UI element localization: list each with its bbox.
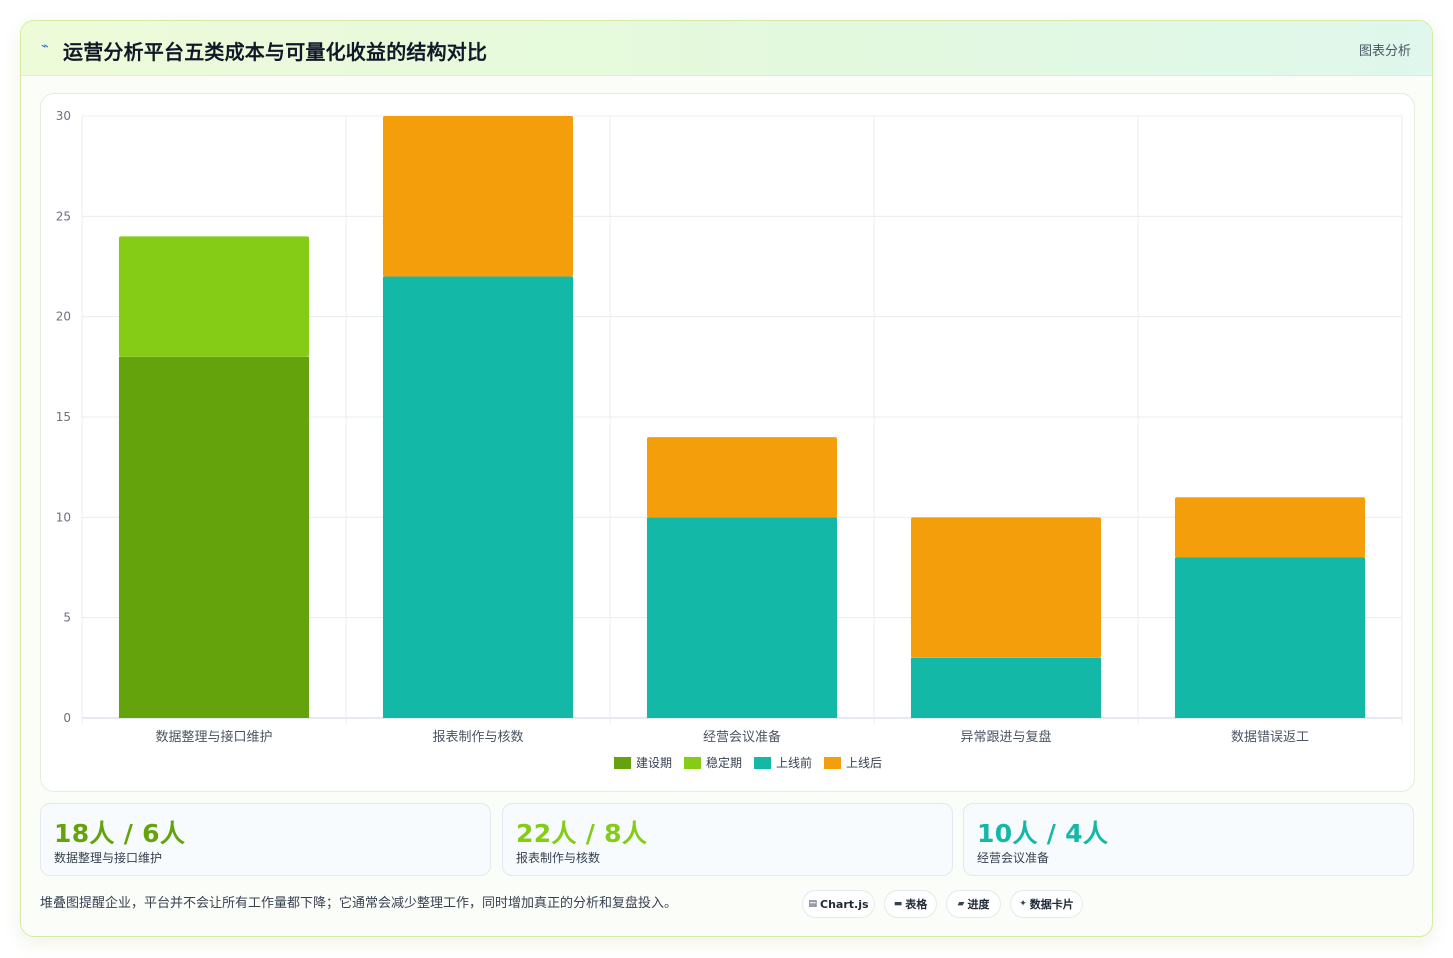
legend-swatch: [824, 757, 841, 769]
bar-segment: [646, 437, 838, 518]
chart-card: ⌁ 运营分析平台五类成本与可量化收益的结构对比 图表分析 0 5 10 15 20 25 3…: [20, 20, 1433, 937]
bar-segment: [118, 356, 310, 718]
y-tick-label: 15: [56, 410, 71, 424]
kpi-label: 数据整理与接口维护: [54, 851, 163, 865]
stacked-bar-chart: 0 5 10 15 20 25 30 数据整理与接口维护 报表制作与核数 经营会议准备 异常跟进与复…: [56, 109, 1403, 770]
bar-segment: [382, 276, 574, 718]
kpi-card-1: 18人 / 6人 数据整理与接口维护: [40, 803, 491, 876]
table-icon: ▬: [893, 899, 903, 909]
x-tick-label: 经营会议准备: [703, 729, 781, 745]
x-tick-label: 数据整理与接口维护: [155, 729, 272, 745]
bar-segment: [1174, 497, 1366, 558]
kpi-value: 10人 / 4人: [977, 819, 1109, 848]
bar-segment: [118, 236, 310, 357]
kpi-value: 22人 / 8人: [516, 819, 648, 848]
page-title: 运营分析平台五类成本与可量化收益的结构对比: [63, 40, 488, 64]
y-tick-label: 5: [63, 611, 71, 625]
chart-container: 0 5 10 15 20 25 30 数据整理与接口维护 报表制作与核数 经营会议准备 异常跟进与复…: [40, 93, 1415, 792]
legend-label: 稳定期: [706, 755, 742, 770]
y-tick-label: 25: [56, 209, 71, 223]
kpi-value: 18人 / 6人: [54, 819, 186, 848]
pill-label: 表格: [905, 898, 928, 911]
kpi-label: 报表制作与核数: [516, 851, 601, 865]
bar-segment: [382, 116, 574, 277]
kpi-card-2: 22人 / 8人 报表制作与核数: [502, 803, 953, 876]
kpi-card-3: 10人 / 4人 经营会议准备: [963, 803, 1414, 876]
chart-line-icon: ⌁: [41, 39, 49, 54]
kpi-label: 经营会议准备: [977, 851, 1050, 865]
bar-segment: [910, 517, 1102, 658]
x-tick-label: 异常跟进与复盘: [960, 729, 1051, 745]
pill-table[interactable]: ▬ 表格: [884, 890, 937, 918]
footer-note: 堆叠图提醒企业，平台并不会让所有工作量都下降；它通常会减少整理工作，同时增加真正…: [40, 896, 678, 911]
x-tick-label: 数据错误返工: [1231, 730, 1309, 745]
legend-label: 上线后: [846, 756, 882, 770]
pill-chartjs[interactable]: ▤ Chart.js: [802, 890, 875, 918]
pill-label: 数据卡片: [1029, 898, 1074, 911]
y-tick-label: 10: [56, 510, 71, 524]
legend-swatch: [754, 757, 771, 769]
bar-segment: [1174, 557, 1366, 718]
bar-segment: [910, 657, 1102, 718]
y-tick-label: 20: [56, 310, 71, 324]
legend-swatch: [614, 757, 631, 769]
bar-segment: [646, 517, 838, 718]
chart-icon: ▤: [808, 899, 817, 909]
pill-label: 进度: [967, 898, 990, 911]
y-tick-label: 30: [56, 109, 71, 123]
pill-label: Chart.js: [820, 897, 869, 911]
card-header: ⌁ 运营分析平台五类成本与可量化收益的结构对比 图表分析: [21, 21, 1432, 76]
legend-swatch: [684, 757, 701, 769]
legend-label: 上线前: [776, 755, 812, 770]
pill-data-card[interactable]: ✦ 数据卡片: [1010, 890, 1083, 918]
progress-icon: ▰: [957, 899, 965, 909]
header-tag: 图表分析: [1358, 44, 1411, 59]
x-tick-label: 报表制作与核数: [432, 730, 523, 745]
y-tick-label: 0: [63, 711, 71, 725]
legend-label: 建设期: [636, 756, 672, 770]
pill-progress[interactable]: ▰ 进度: [946, 890, 1001, 918]
sparkle-icon: ✦: [1019, 899, 1027, 909]
